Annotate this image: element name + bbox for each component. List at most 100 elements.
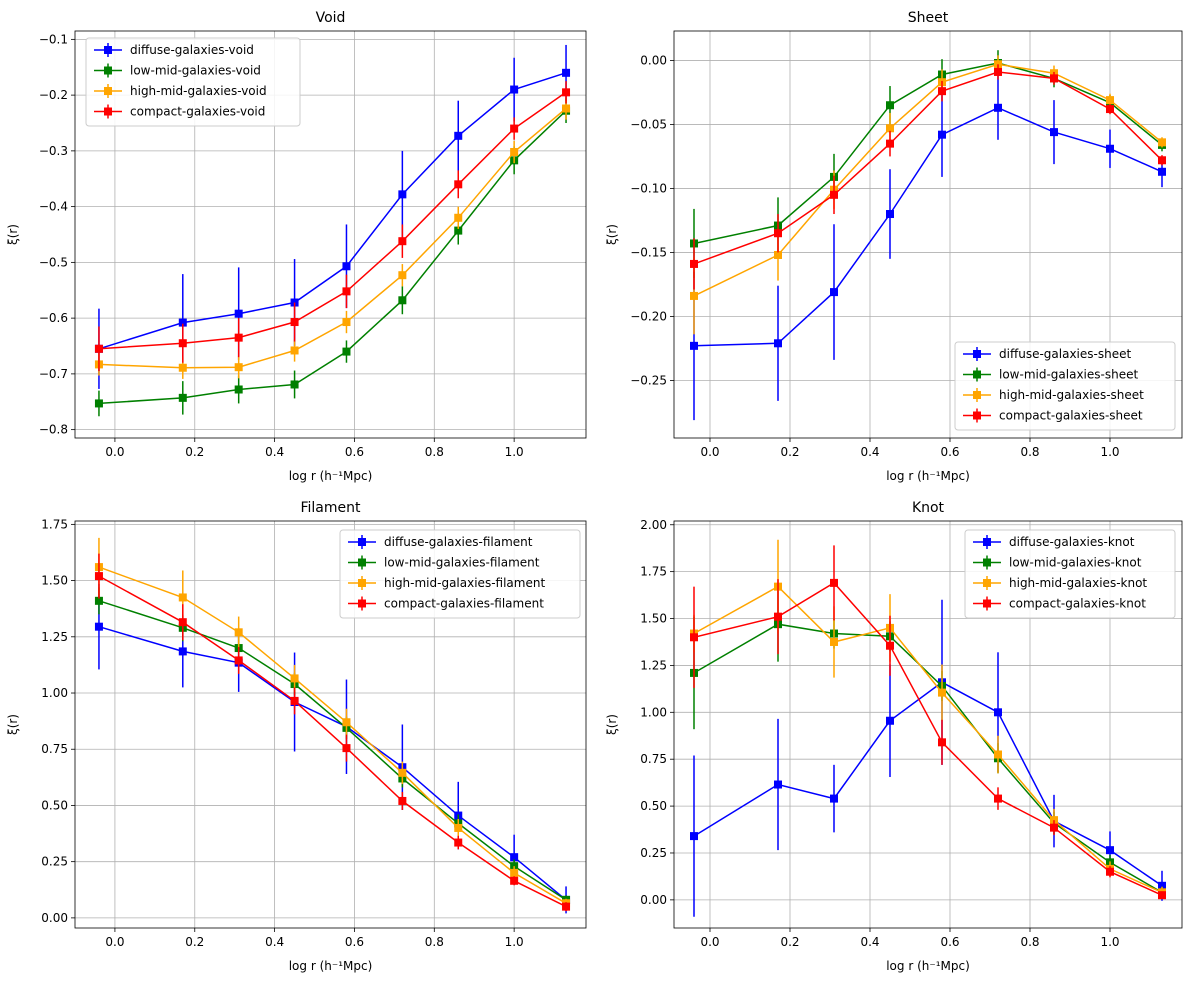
y-tick-label: −0.25 — [630, 373, 667, 387]
series-line — [693, 71, 1163, 265]
data-point — [886, 641, 894, 650]
data-point — [830, 794, 838, 803]
panel-filament: 0.0 0.2 0.4 0.6 0.8 1.0 0.00 0.25 0.50 0.75 1.00 1.… — [6, 500, 587, 973]
data-point — [774, 339, 782, 348]
data-point — [1158, 891, 1166, 900]
x-tick-label: 1.0 — [505, 445, 524, 459]
data-point — [454, 131, 463, 140]
legend-marker — [104, 46, 112, 54]
x-tick-label: 0.4 — [265, 445, 284, 459]
x-tick-label: 0.6 — [345, 445, 364, 459]
x-tick-label: 0.4 — [265, 935, 284, 949]
x-axis-label: log r (h⁻¹Mpc) — [886, 959, 970, 973]
legend-label: high-mid-galaxies-sheet — [999, 388, 1144, 402]
x-tick-label: 0.2 — [185, 445, 204, 459]
data-point — [994, 103, 1002, 112]
data-point — [342, 744, 351, 753]
legend-marker — [983, 599, 991, 608]
data-point — [94, 622, 103, 631]
legend-label: high-mid-galaxies-knot — [1009, 576, 1147, 590]
axes-frame — [74, 520, 587, 929]
data-point — [1106, 867, 1114, 876]
data-point — [510, 147, 519, 156]
axes-frame — [673, 520, 1183, 929]
legend-box — [964, 529, 1176, 619]
data-point — [994, 708, 1002, 717]
data-point — [178, 618, 187, 627]
y-tick-label: 0.50 — [41, 798, 68, 812]
data-point — [234, 385, 243, 394]
y-tick-label: −0.8 — [39, 423, 68, 437]
y-tick-label: 0.00 — [640, 53, 667, 67]
series-compact-galaxies-knot — [690, 545, 1166, 900]
legend-label: diffuse-galaxies-void — [130, 43, 254, 57]
series-diffuse-galaxies-knot — [690, 599, 1166, 917]
legend-box — [954, 341, 1176, 431]
data-point — [342, 287, 351, 296]
data-point — [290, 346, 299, 355]
legend-marker — [358, 599, 366, 608]
data-point — [886, 124, 894, 133]
legend-marker — [973, 411, 981, 420]
data-point — [886, 139, 894, 148]
data-point — [562, 88, 571, 97]
legend-label: high-mid-galaxies-filament — [384, 576, 545, 590]
y-axis-label: ξ(r) — [605, 714, 619, 735]
legend-marker — [104, 87, 112, 95]
data-point — [994, 750, 1002, 759]
x-axis-label: log r (h⁻¹Mpc) — [886, 469, 970, 483]
chart-title: Filament — [300, 500, 361, 516]
data-point — [234, 309, 243, 318]
legend-marker — [358, 558, 366, 567]
x-tick-label: 0.8 — [1020, 445, 1039, 459]
legend: diffuse-galaxies-filament low-mid-galaxie… — [339, 529, 581, 619]
data-point — [94, 344, 103, 353]
y-tick-label: 0.25 — [640, 846, 667, 860]
data-point — [398, 296, 407, 305]
legend-label: compact-galaxies-void — [130, 105, 265, 119]
data-point — [1106, 144, 1114, 153]
data-point — [1158, 138, 1166, 147]
y-axis-label: ξ(r) — [6, 714, 20, 735]
legend: diffuse-galaxies-void low-mid-galaxies-vo… — [85, 37, 301, 127]
data-point — [398, 768, 407, 777]
series-low-mid-galaxies-void — [94, 98, 571, 417]
data-point — [774, 612, 782, 621]
panel-sheet: 0.0 0.2 0.4 0.6 0.8 1.0 −0.25 −0.20 −0.15 −0.10 −0… — [605, 10, 1183, 483]
series-compact-galaxies-void — [94, 81, 571, 372]
legend-label: compact-galaxies-sheet — [999, 409, 1143, 423]
y-tick-label: 0.75 — [640, 752, 667, 766]
data-point — [290, 674, 299, 683]
y-tick-label: 1.75 — [640, 565, 667, 579]
y-tick-label: 1.00 — [640, 705, 667, 719]
legend: diffuse-galaxies-knot low-mid-galaxies-kn… — [964, 529, 1176, 619]
data-point — [886, 210, 894, 219]
x-tick-label: 0.6 — [345, 935, 364, 949]
data-point — [398, 237, 407, 246]
y-tick-label: 0.25 — [41, 855, 68, 869]
data-point — [1158, 156, 1166, 165]
data-point — [994, 67, 1002, 76]
data-point — [886, 101, 894, 110]
y-tick-label: −0.6 — [39, 311, 68, 325]
data-point — [342, 718, 351, 727]
data-point — [1050, 128, 1058, 137]
data-point — [690, 291, 698, 300]
data-point — [938, 87, 946, 96]
data-point — [1050, 823, 1058, 832]
y-tick-label: −0.2 — [39, 88, 68, 102]
data-point — [454, 226, 463, 235]
data-point — [690, 832, 698, 841]
legend-label: compact-galaxies-filament — [384, 597, 544, 611]
series-line — [98, 110, 567, 405]
series-line — [693, 681, 1163, 887]
chart-title: Sheet — [908, 10, 949, 26]
data-point — [398, 190, 407, 199]
series-line — [693, 581, 1163, 896]
panel-void: 0.0 0.2 0.4 0.6 0.8 1.0 −0.8 −0.7 −0.6 −0.5 −0.4 −0… — [6, 10, 587, 483]
x-axis-label: log r (h⁻¹Mpc) — [289, 959, 373, 973]
legend-marker — [358, 579, 366, 587]
legend-marker — [983, 558, 991, 567]
legend-box — [339, 529, 581, 619]
